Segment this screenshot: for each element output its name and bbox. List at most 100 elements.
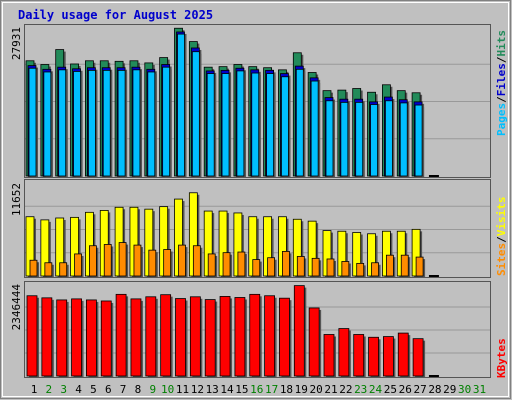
bar-sites-day-19 xyxy=(296,256,307,278)
bar-pages-day-26 xyxy=(399,102,410,178)
bar-kbytes-day-4-body xyxy=(71,298,82,377)
bar-sites-day-12-body xyxy=(192,245,201,277)
bar-kbytes-day-25-body xyxy=(382,336,394,377)
bar-sites-day-5 xyxy=(89,245,99,278)
bar-sites-day-26-body xyxy=(400,254,409,277)
bar-sites-day-18-body xyxy=(282,251,290,277)
bar-sites-day-5-body xyxy=(89,245,97,277)
bar-sites-day-13-body xyxy=(207,253,216,277)
bar-pages-day-16-body xyxy=(251,72,260,177)
bar-pages-day-16 xyxy=(251,72,261,178)
bar-pages-day-4-body xyxy=(73,71,81,177)
day-label-1: 1 xyxy=(31,383,38,396)
bar-pages-day-22 xyxy=(340,101,350,178)
bar-sites-day-14-body xyxy=(222,252,231,277)
bar-kbytes-day-8-body xyxy=(130,298,142,377)
bar-sites-day-25-body xyxy=(385,254,394,277)
bar-kbytes-day-22 xyxy=(338,328,351,378)
bar-sites-day-21 xyxy=(326,258,336,278)
day-label-30: 30 xyxy=(458,383,471,396)
bar-kbytes-day-13 xyxy=(204,299,218,378)
day-label-5: 5 xyxy=(90,383,97,396)
bar-pages-day-9-body xyxy=(147,71,156,177)
bar-pages-day-27-body xyxy=(414,104,423,177)
bar-kbytes-day-16-body xyxy=(249,293,261,377)
bar-kbytes-day-9 xyxy=(145,296,158,378)
side-legend-separator: / xyxy=(495,236,508,243)
bar-sites-day-1-body xyxy=(29,259,38,277)
bar-sites-day-24-body xyxy=(371,262,379,277)
side-legend-pages: Pages xyxy=(495,103,508,136)
bar-kbytes-day-2-body xyxy=(41,297,53,377)
chart-title: Daily usage for August 2025 xyxy=(18,8,213,22)
bar-pages-day-20 xyxy=(310,80,321,178)
bar-kbytes-day-3-body xyxy=(56,299,68,377)
side-legend-visits-sites: Sites/Visits xyxy=(495,197,508,277)
bar-pages-day-15 xyxy=(236,70,246,178)
bar-kbytes-day-2 xyxy=(41,297,54,378)
bar-pages-day-6-body xyxy=(102,69,111,177)
bar-kbytes-day-4 xyxy=(71,298,84,378)
bar-kbytes-day-27-body xyxy=(412,338,424,377)
bar-pages-day-22-body xyxy=(340,101,349,177)
bar-empty-kbytes-day-28 xyxy=(428,375,439,377)
bar-pages-day-12-body xyxy=(191,51,200,177)
bar-kbytes-day-15 xyxy=(234,297,247,378)
bar-sites-day-2-body xyxy=(44,262,53,277)
chart-inner-border xyxy=(2,2,509,397)
bar-kbytes-day-21-body xyxy=(323,334,335,377)
bar-sites-day-4-body xyxy=(74,253,82,277)
bar-sites-day-20-body xyxy=(311,257,320,277)
bar-kbytes-day-7 xyxy=(115,293,129,378)
bar-kbytes-day-9-body xyxy=(145,296,157,377)
day-label-12: 12 xyxy=(191,383,204,396)
side-legend-visits: Visits xyxy=(495,197,508,237)
bar-pages-day-25-body xyxy=(384,100,393,177)
bar-kbytes-day-17-body xyxy=(264,295,276,377)
bar-sites-day-10 xyxy=(163,249,173,278)
day-label-17: 17 xyxy=(265,383,278,396)
bar-kbytes-day-22-body xyxy=(338,328,350,377)
side-legend-files: Files xyxy=(495,63,508,96)
bar-pages-day-1-body xyxy=(28,67,37,177)
bar-kbytes-day-10-body xyxy=(160,294,172,377)
day-label-20: 20 xyxy=(310,383,323,396)
bar-kbytes-day-1 xyxy=(26,295,39,378)
bar-sites-day-3 xyxy=(59,262,69,278)
bar-kbytes-day-20-body xyxy=(308,307,320,377)
bar-sites-day-16 xyxy=(252,259,262,278)
bar-sites-day-15-body xyxy=(237,251,246,277)
bar-pages-day-21-body xyxy=(325,100,334,177)
bar-pages-day-7 xyxy=(117,69,128,178)
day-label-9: 9 xyxy=(149,383,156,396)
day-label-28: 28 xyxy=(428,383,441,396)
bar-kbytes-day-24 xyxy=(368,336,381,378)
bar-sites-day-12 xyxy=(192,245,203,278)
bar-pages-day-21 xyxy=(325,100,335,178)
bar-kbytes-day-19 xyxy=(293,285,307,378)
bar-empty-day-28 xyxy=(428,175,439,177)
bar-pages-day-13 xyxy=(206,73,217,178)
day-label-25: 25 xyxy=(384,383,397,396)
bar-sites-day-6-body xyxy=(103,244,112,277)
bar-sites-day-6 xyxy=(103,244,114,278)
side-legend-separator: / xyxy=(495,56,508,63)
day-label-13: 13 xyxy=(206,383,219,396)
bar-kbytes-day-17 xyxy=(264,295,277,378)
bar-pages-day-23-body xyxy=(355,101,364,177)
day-label-14: 14 xyxy=(220,383,234,396)
bar-sites-day-17 xyxy=(267,257,277,278)
bar-sites-day-4 xyxy=(74,253,84,278)
day-label-23: 23 xyxy=(354,383,367,396)
bar-kbytes-day-27 xyxy=(412,338,426,378)
bar-kbytes-day-25 xyxy=(382,336,396,378)
bar-sites-day-1 xyxy=(29,259,39,278)
bar-pages-day-7-body xyxy=(117,69,126,177)
bar-pages-day-3 xyxy=(58,69,68,178)
bar-pages-day-26-body xyxy=(399,102,408,177)
day-label-21: 21 xyxy=(324,383,337,396)
bar-pages-day-23 xyxy=(355,101,365,178)
bar-kbytes-day-11-body xyxy=(175,298,186,377)
bar-kbytes-day-12-body xyxy=(189,296,201,377)
